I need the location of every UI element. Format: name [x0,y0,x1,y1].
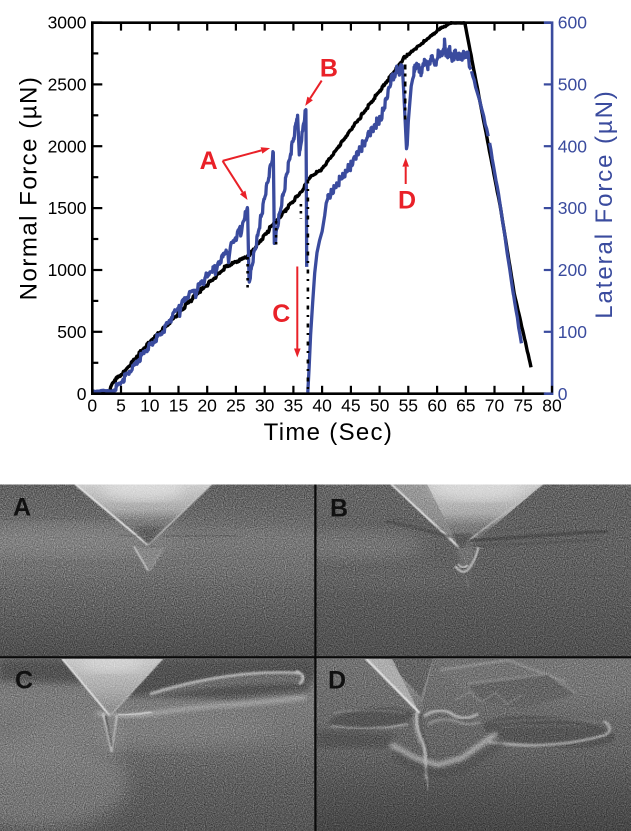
svg-text:10: 10 [140,395,160,415]
svg-text:5: 5 [116,395,126,415]
svg-text:500: 500 [57,322,86,342]
svg-text:500: 500 [558,75,587,95]
svg-text:60: 60 [427,395,447,415]
svg-text:70: 70 [485,395,505,415]
svg-text:35: 35 [284,395,303,415]
svg-text:200: 200 [558,260,587,280]
svg-text:C: C [272,300,290,328]
svg-text:400: 400 [558,136,587,156]
svg-text:20: 20 [197,395,217,415]
svg-text:0: 0 [77,384,87,404]
svg-text:100: 100 [558,322,587,342]
svg-text:0: 0 [87,395,97,415]
svg-text:55: 55 [399,395,418,415]
svg-text:75: 75 [513,395,532,415]
svg-text:65: 65 [456,395,475,415]
svg-text:1000: 1000 [48,260,87,280]
svg-text:0: 0 [558,384,568,404]
svg-text:Time (Sec): Time (Sec) [264,419,393,446]
svg-text:45: 45 [341,395,360,415]
svg-text:300: 300 [558,198,587,218]
svg-text:15: 15 [169,395,188,415]
svg-text:30: 30 [255,395,275,415]
svg-text:B: B [320,55,338,83]
svg-text:1500: 1500 [48,198,87,218]
svg-text:2000: 2000 [48,136,87,156]
svg-text:40: 40 [312,395,332,415]
svg-text:Normal Force (µN): Normal Force (µN) [16,76,43,301]
svg-text:A: A [200,147,218,175]
svg-text:600: 600 [558,13,587,33]
svg-text:80: 80 [542,395,562,415]
svg-text:Lateral Force (µN): Lateral Force (µN) [591,89,618,318]
svg-text:25: 25 [226,395,245,415]
svg-text:50: 50 [370,395,390,415]
svg-text:D: D [398,187,416,215]
svg-text:3000: 3000 [48,13,87,33]
svg-text:2500: 2500 [48,75,87,95]
